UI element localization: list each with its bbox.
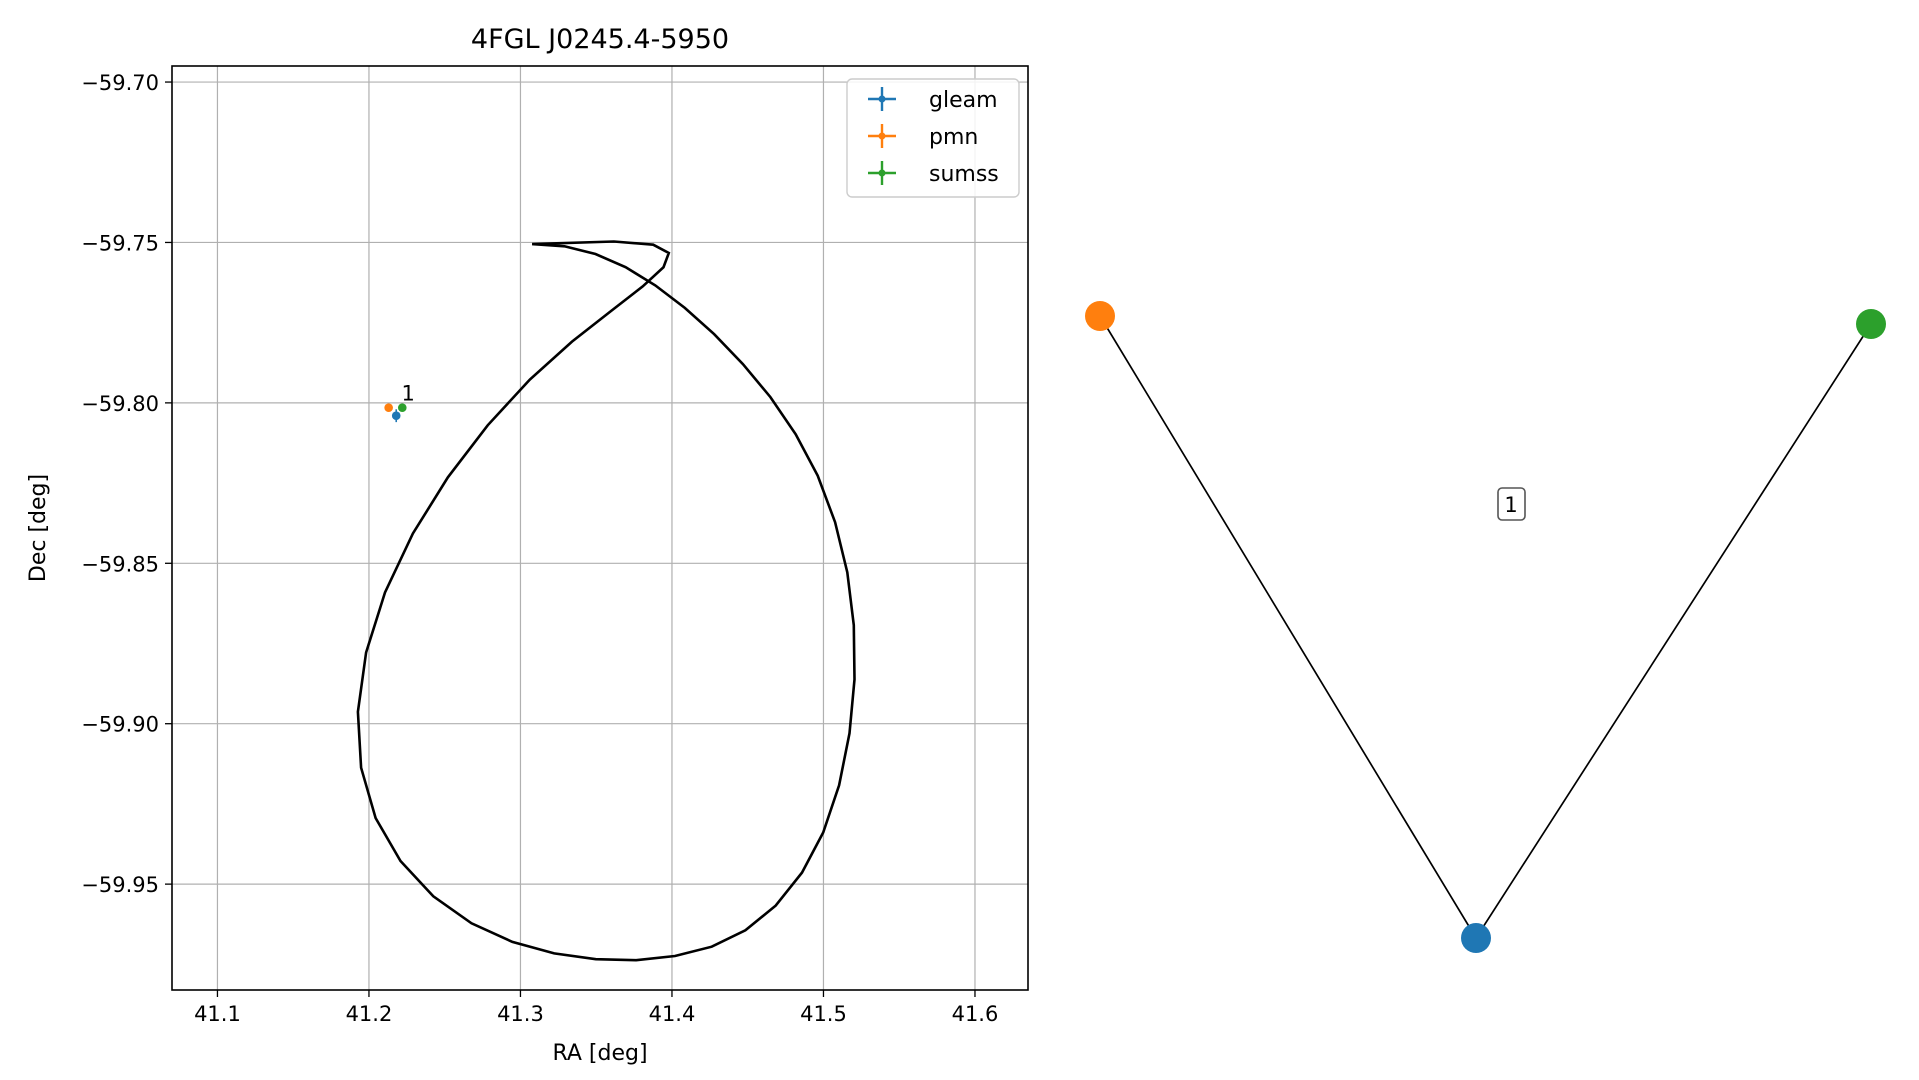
chart-title: 4FGL J0245.4-5950: [471, 24, 729, 55]
graph-edge: [1099, 315, 1477, 939]
x-tick-label: 41.5: [800, 1002, 847, 1026]
graph-edge: [1475, 323, 1872, 939]
x-axis-label: RA [deg]: [552, 1041, 647, 1066]
x-tick-label: 41.6: [952, 1002, 999, 1026]
axes-frame: [171, 65, 1029, 991]
x-tick-label: 41.3: [497, 1002, 544, 1026]
x-tick-label: 41.1: [194, 1002, 241, 1026]
legend-marker-pmn: [878, 132, 886, 140]
y-axis-label: Dec [deg]: [26, 474, 51, 582]
legend-marker-gleam: [878, 95, 886, 103]
graph-node-pmn: [1085, 301, 1115, 331]
association-annotation: 1: [402, 381, 415, 405]
graph-node-sumss: [1856, 309, 1886, 339]
y-tick-label: −59.80: [81, 392, 159, 416]
cluster-label: 1: [1504, 493, 1517, 517]
point-gleam: [391, 411, 401, 421]
legend-label-sumss: sumss: [929, 162, 999, 187]
association-graph: 1: [1085, 301, 1886, 953]
cluster-label-box: [1497, 487, 1526, 521]
y-tick-label: −59.85: [81, 552, 159, 576]
legend: gleam pmn sumss: [846, 78, 1020, 198]
legend-marker-sumss: [878, 169, 886, 177]
graph-node-gleam: [1461, 923, 1491, 953]
error-ellipse: [356, 240, 856, 962]
y-tick-label: −59.95: [81, 873, 159, 897]
legend-label-gleam: gleam: [929, 88, 998, 113]
source-markers: [384, 403, 407, 423]
y-tick-label: −59.75: [81, 231, 159, 255]
legend-label-pmn: pmn: [929, 125, 978, 150]
y-tick-label: −59.70: [81, 71, 159, 95]
axis-ticks: 41.1 41.2 41.3 41.4 41.5 41.6 −59.70 −59.75 −59.…: [81, 71, 998, 1026]
point-sumss: [397, 403, 407, 412]
point-pmn: [384, 403, 393, 412]
grid: [172, 66, 1028, 990]
x-tick-label: 41.2: [346, 1002, 393, 1026]
x-tick-label: 41.4: [649, 1002, 696, 1026]
legend-frame: [846, 78, 1020, 198]
y-tick-label: −59.90: [81, 713, 159, 737]
plot-area: [172, 66, 1028, 990]
sky-plot: 1 41.1 41.2 41.3 41.4 41.5 41.6 −59.70 −59.75 −5…: [26, 24, 1029, 1066]
